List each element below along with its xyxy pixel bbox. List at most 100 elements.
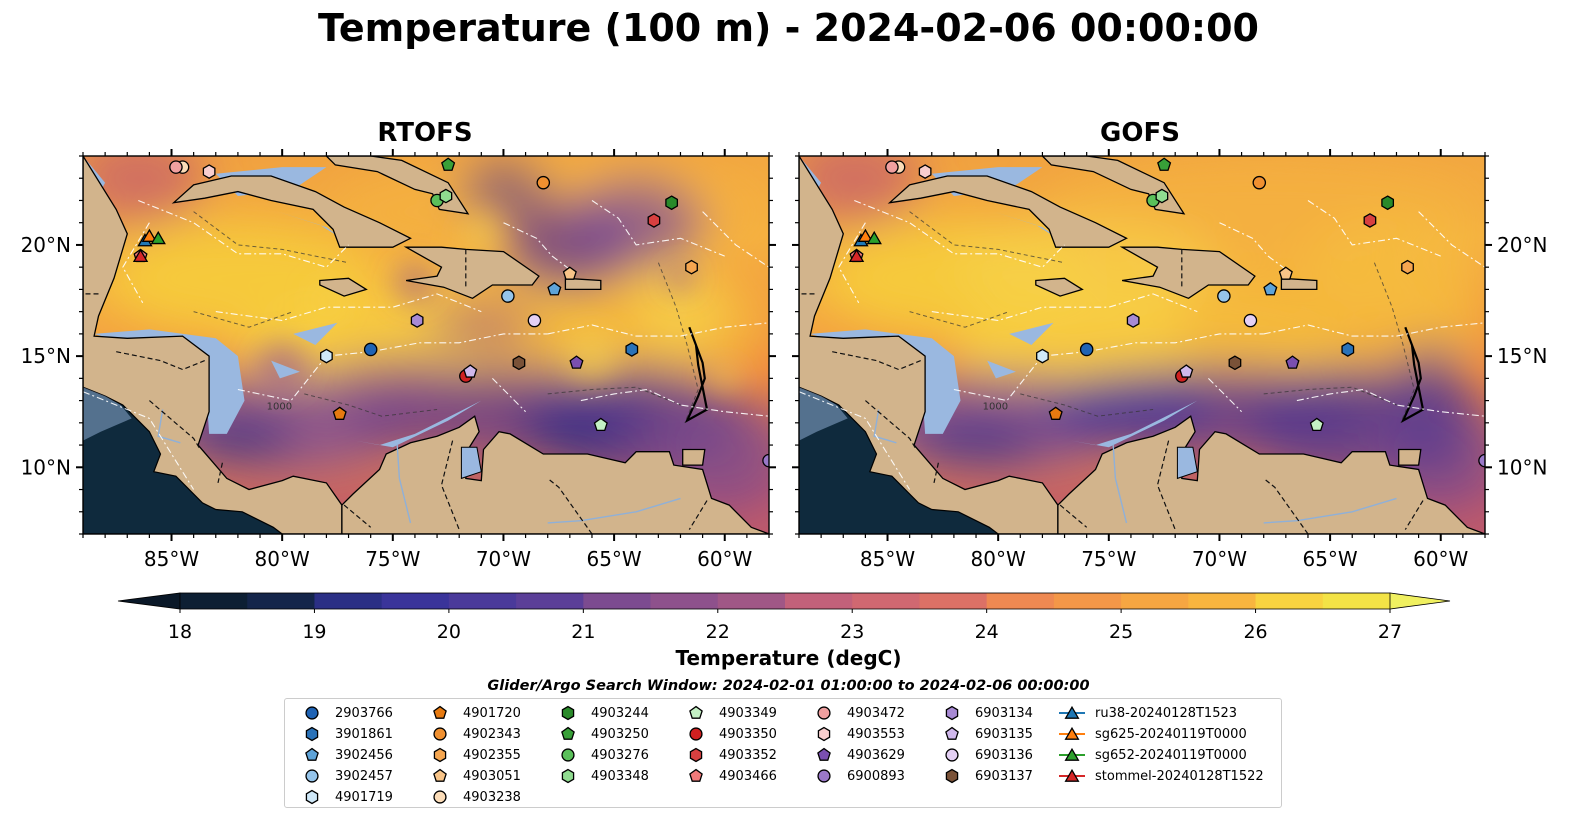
legend-item-label: 4903244 (591, 705, 649, 721)
marker-4902343[interactable] (536, 175, 551, 190)
marker-4903348[interactable] (1155, 188, 1169, 204)
marker-3902456[interactable] (547, 281, 562, 296)
marker-4903629[interactable] (1285, 355, 1300, 369)
marker-2903766[interactable] (363, 342, 378, 357)
marker-6903136[interactable] (1243, 313, 1258, 328)
map-panel-gofs: 1000 85°W 80°W 75°W 70°W 65°W 60°W 20°N 15°N 10°N (792, 149, 1547, 571)
marker-4903348[interactable] (439, 188, 453, 204)
legend-marker-icon (817, 769, 831, 783)
marker-sg625-20240119T0000[interactable] (857, 228, 874, 242)
marker-4901720[interactable] (1048, 406, 1063, 420)
legend-item: 4903051 (425, 766, 521, 786)
legend-item-label: 2903766 (335, 705, 393, 721)
marker-6903137[interactable] (512, 355, 526, 371)
legend-item-label: 4903349 (719, 705, 777, 721)
legend-item-label: 3902457 (335, 768, 393, 784)
marker-stommel-20240128T1522[interactable] (132, 248, 149, 262)
marker-4903553[interactable] (202, 164, 216, 179)
marker-6903136[interactable] (527, 313, 542, 328)
marker-6903134[interactable] (1126, 313, 1140, 328)
marker-4903349[interactable] (593, 417, 608, 432)
legend-item: 4901720 (425, 703, 521, 723)
lon-tick-label: 75°W (1081, 547, 1136, 571)
marker-3902456[interactable] (1263, 281, 1278, 296)
marker-4903629[interactable] (569, 355, 584, 369)
marker-4903051[interactable] (562, 266, 577, 280)
marker-sg625-20240119T0000[interactable] (141, 228, 158, 242)
marker-6903135[interactable] (1179, 364, 1194, 378)
marker-4901719[interactable] (320, 348, 333, 364)
legend-item-label: 4902355 (463, 747, 521, 763)
legend-item: 6903137 (937, 766, 1033, 786)
legend-item: 3901861 (297, 724, 393, 744)
marker-4903244[interactable] (665, 195, 679, 211)
marker-4903349[interactable] (1309, 417, 1324, 432)
marker-6900893[interactable] (762, 453, 775, 468)
marker-4903352[interactable] (647, 213, 661, 228)
marker-3902457[interactable] (501, 289, 515, 303)
marker-6903135[interactable] (463, 364, 478, 378)
legend-marker-icon (561, 748, 575, 762)
marker-4901719[interactable] (1036, 348, 1049, 364)
marker-6900893[interactable] (1478, 453, 1491, 468)
legend-item-label: 4903553 (847, 726, 905, 742)
legend-item: 4901719 (297, 787, 393, 807)
lon-tick-label: 75°W (365, 547, 420, 571)
legend-item-label: 4903352 (719, 747, 777, 763)
legend-item: 4903472 (809, 703, 905, 723)
marker-4902343[interactable] (1252, 175, 1267, 190)
legend-marker-icon (305, 747, 319, 761)
legend-marker-icon (945, 705, 959, 721)
marker-6903134[interactable] (410, 313, 424, 328)
lon-tick-label: 70°W (476, 547, 531, 571)
lon-tick-label: 80°W (255, 547, 310, 571)
lat-tick-label: 10°N (21, 455, 71, 479)
legend-marker-icon (1059, 705, 1085, 719)
legend-item-label: ru38-20240128T1523 (1095, 705, 1238, 721)
lon-tick-label: 70°W (1192, 547, 1247, 571)
map-panel-rtofs: 1000 85°W 80°W 75°W 70°W 65°W 60°W 20°N 15°N 10°N (21, 149, 776, 571)
legend-item-label: 6900893 (847, 768, 905, 784)
legend-marker-icon (945, 768, 959, 784)
marker-4903352[interactable] (1363, 213, 1377, 228)
marker-3901861[interactable] (625, 342, 639, 357)
legend-marker-icon (561, 726, 575, 740)
legend-item-label: 6903134 (975, 705, 1033, 721)
marker-4903472[interactable] (885, 160, 899, 174)
marker-2903766[interactable] (1079, 342, 1094, 357)
contour-label: 1000 (983, 401, 1008, 412)
contour-label: 1000 (267, 401, 292, 412)
colorbar-tick-label: 26 (1243, 621, 1267, 643)
legend: 2903766 3901861 3902456 3902457 4901719 49017… (284, 698, 1282, 808)
legend-item-label: 6903137 (975, 768, 1033, 784)
marker-4903244[interactable] (1381, 195, 1395, 211)
legend-item: 4902355 (425, 745, 521, 765)
marker-4901720[interactable] (332, 406, 347, 420)
legend-item: ru38-20240128T1523 (1057, 703, 1237, 723)
legend-marker-icon (689, 768, 703, 782)
marker-sg652-20240119T0000[interactable] (150, 230, 166, 245)
marker-6903137[interactable] (1228, 355, 1242, 371)
marker-3902457[interactable] (1217, 289, 1231, 303)
lon-tick-label: 85°W (860, 547, 915, 571)
marker-sg652-20240119T0000[interactable] (866, 230, 882, 245)
legend-item: 2903766 (297, 703, 393, 723)
marker-3901861[interactable] (1341, 342, 1355, 357)
marker-4903472[interactable] (169, 160, 183, 174)
marker-4903250[interactable] (441, 157, 456, 171)
marker-stommel-20240128T1522[interactable] (848, 248, 865, 262)
legend-item: 4903629 (809, 745, 905, 765)
marker-4903051[interactable] (1278, 266, 1293, 280)
marker-4903553[interactable] (918, 164, 932, 179)
legend-title: Glider/Argo Search Window: 2024-02-01 01… (487, 678, 1090, 694)
legend-item: 4902343 (425, 724, 521, 744)
marker-4903250[interactable] (1157, 157, 1172, 171)
colorbar-tick-label: 20 (437, 621, 461, 643)
legend-item-label: stommel-20240128T1522 (1095, 768, 1264, 784)
legend-item-label: 4903350 (719, 726, 777, 742)
legend-item: 3902456 (297, 745, 393, 765)
marker-4902355[interactable] (1401, 259, 1414, 275)
marker-4902355[interactable] (685, 259, 698, 275)
legend-marker-icon (305, 769, 319, 783)
legend-marker-icon (305, 789, 319, 805)
